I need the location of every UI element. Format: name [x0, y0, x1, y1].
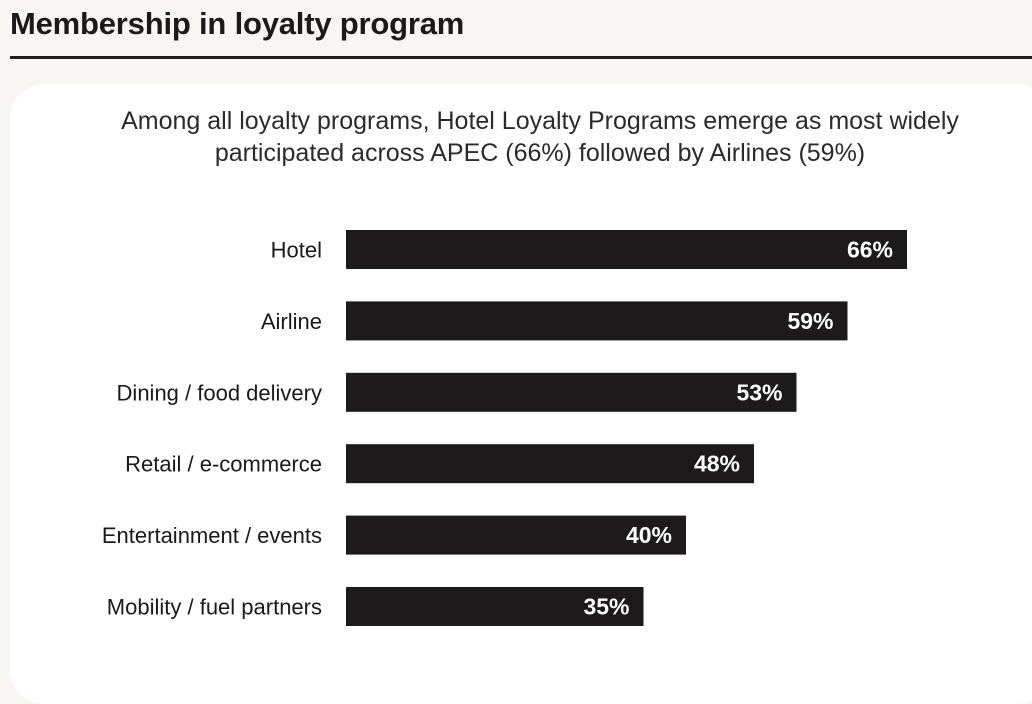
- bar-6: [346, 587, 644, 626]
- chart-subtitle-line-2: participated across APEC (66%) followed …: [214, 139, 866, 167]
- category-label-3: Dining / food delivery: [117, 380, 322, 405]
- bar-2: [346, 301, 848, 341]
- page-title: Membership in loyalty program: [10, 6, 465, 41]
- category-label-2: Airline: [261, 309, 322, 334]
- category-label-5: Entertainment / events: [102, 523, 322, 548]
- bar-3: [346, 372, 797, 412]
- category-label-6: Mobility / fuel partners: [107, 595, 322, 620]
- bar-4: [346, 444, 754, 484]
- chart-subtitle: Among all loyalty programs, Hotel Loyalt…: [40, 105, 1032, 169]
- value-label-1: 66%: [847, 237, 893, 263]
- category-label-4: Retail / e-commerce: [125, 452, 322, 477]
- value-label-3: 53%: [736, 379, 782, 405]
- value-label-2: 59%: [787, 308, 833, 334]
- category-label-1: Hotel: [271, 238, 322, 263]
- value-label-5: 40%: [626, 522, 672, 548]
- loyalty-bar-chart: Hotel 66% Airline 59% Dining / food delivery…: [102, 230, 907, 626]
- value-label-4: 48%: [694, 451, 740, 477]
- bar-5: [346, 515, 686, 555]
- value-label-6: 35%: [583, 594, 629, 620]
- chart-subtitle-line-1: Among all loyalty programs, Hotel Loyalt…: [121, 107, 959, 135]
- bar-1: [346, 230, 907, 269]
- title-divider: [10, 56, 1032, 59]
